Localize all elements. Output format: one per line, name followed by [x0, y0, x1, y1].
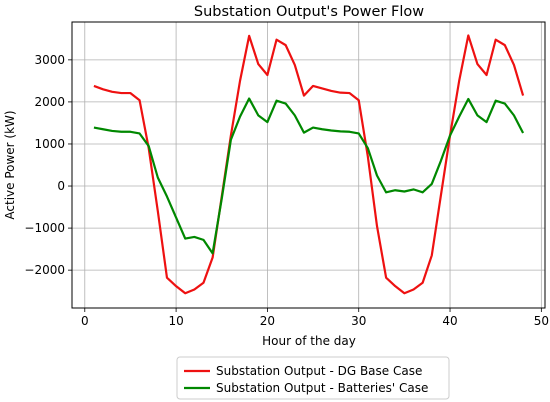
plot-area — [71, 21, 546, 309]
legend-box — [176, 356, 450, 400]
y-tick-label: 2000 — [34, 95, 65, 109]
x-tick-label: 50 — [534, 314, 549, 328]
series-line-2 — [93, 97, 525, 255]
x-tick-label: 30 — [351, 314, 366, 328]
y-axis-ticks: −2000 −1000 0 1000 2000 3000 — [24, 53, 72, 277]
y-axis-label: Active Power (kW) — [3, 110, 17, 219]
x-tick-label: 10 — [168, 314, 183, 328]
x-tick-label: 40 — [442, 314, 457, 328]
y-tick-label: 1000 — [34, 137, 65, 151]
x-tick-label: 0 — [81, 314, 89, 328]
series-layer — [93, 34, 525, 295]
y-tick-label: −1000 — [24, 221, 65, 235]
y-tick-label: −2000 — [24, 263, 65, 277]
legend-items: Substation Output - DG Base Case Substati… — [184, 364, 428, 395]
x-axis-label: Hour of the day — [262, 334, 356, 348]
legend: Substation Output - DG Base Case Substati… — [176, 356, 450, 400]
chart-title: Substation Output's Power Flow — [194, 4, 424, 20]
x-axis-ticks: 0 10 20 30 40 50 — [81, 308, 549, 328]
y-tick-label: 0 — [57, 179, 65, 193]
series-line-1 — [93, 34, 525, 295]
x-tick-label: 20 — [260, 314, 275, 328]
y-tick-label: 3000 — [34, 53, 65, 67]
legend-label-1: Substation Output - DG Base Case — [216, 364, 422, 378]
legend-label-2: Substation Output - Batteries' Case — [216, 381, 428, 395]
grid — [72, 22, 545, 308]
